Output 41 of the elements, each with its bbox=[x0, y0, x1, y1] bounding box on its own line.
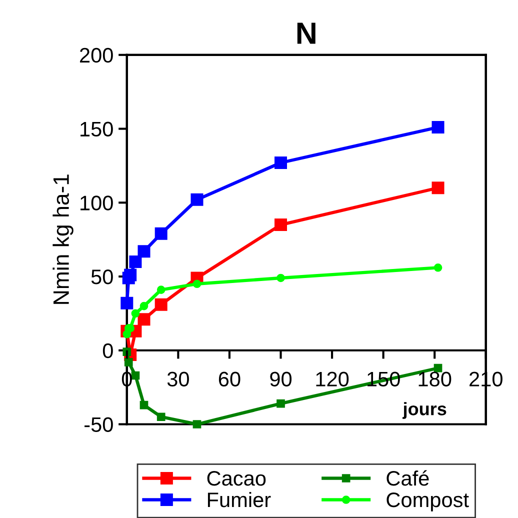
point bbox=[276, 274, 285, 282]
point bbox=[124, 358, 133, 366]
y-tick-label: 100 bbox=[80, 196, 113, 210]
point bbox=[140, 400, 148, 410]
y-tick-label: 150 bbox=[80, 122, 113, 137]
legend-label: Compost bbox=[386, 492, 469, 512]
point bbox=[120, 296, 134, 310]
point bbox=[129, 255, 142, 268]
point bbox=[124, 268, 137, 282]
x-tick-label: 30 bbox=[167, 372, 189, 387]
point bbox=[154, 227, 168, 240]
legend-label: Café bbox=[386, 470, 429, 486]
legend-label: Cacao bbox=[207, 471, 266, 486]
point bbox=[190, 193, 204, 206]
x-tick-label: 60 bbox=[218, 372, 240, 387]
point bbox=[156, 286, 166, 294]
point bbox=[140, 302, 148, 310]
point bbox=[274, 218, 288, 232]
x-tick-label: 120 bbox=[316, 372, 349, 387]
point bbox=[276, 399, 285, 408]
point bbox=[432, 182, 444, 194]
point bbox=[192, 280, 202, 288]
point bbox=[274, 156, 288, 170]
point bbox=[434, 263, 442, 272]
legend-label: Fumier bbox=[208, 492, 271, 508]
point bbox=[131, 309, 140, 318]
point bbox=[432, 121, 444, 134]
y-tick-label: -50 bbox=[84, 417, 113, 432]
point bbox=[138, 313, 150, 326]
x-axis-title: jours bbox=[402, 402, 446, 419]
point bbox=[154, 298, 168, 311]
y-tick-label: 0 bbox=[102, 343, 113, 358]
point bbox=[156, 412, 166, 422]
chart-title: N bbox=[297, 22, 316, 44]
point bbox=[192, 420, 202, 428]
y-tick-label: 50 bbox=[91, 270, 113, 284]
x-tick-label: 90 bbox=[270, 372, 292, 387]
point bbox=[138, 245, 150, 258]
y-tick-label: 200 bbox=[80, 48, 113, 63]
y-axis-title: Nmin kg ha-1 bbox=[52, 174, 74, 304]
x-tick-label: 180 bbox=[418, 372, 452, 387]
